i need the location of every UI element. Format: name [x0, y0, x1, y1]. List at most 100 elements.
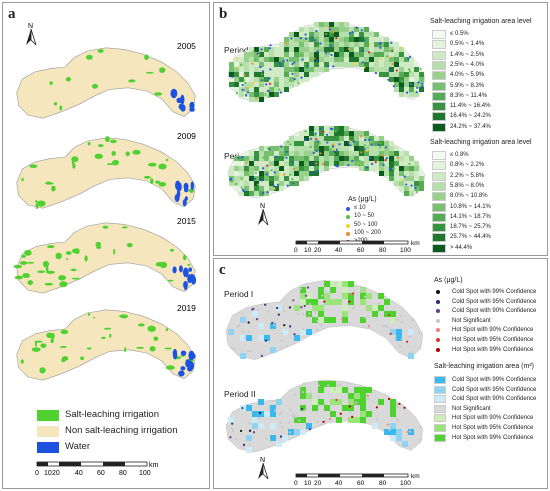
grid-cell	[404, 82, 409, 87]
grid-cell	[239, 77, 244, 82]
grid-cell	[249, 82, 254, 87]
grid-cell	[364, 136, 369, 141]
grid-cell	[254, 77, 259, 82]
hotspot-cell	[360, 393, 366, 399]
water-patch	[183, 187, 189, 193]
hotspot-cell	[384, 429, 390, 435]
hotspot-cell	[360, 417, 366, 423]
salt-leaching-patch	[121, 226, 128, 229]
grid-cell	[344, 136, 349, 141]
sample-point	[400, 80, 404, 83]
hotspot-cell	[246, 335, 252, 341]
sample-point	[377, 154, 380, 157]
sample-point	[315, 150, 318, 153]
sample-point	[351, 31, 354, 34]
salt-leaching-patch	[59, 105, 63, 111]
legend-label: Not Significant	[452, 317, 491, 324]
hotspot-cell	[330, 281, 336, 287]
sample-point	[310, 162, 313, 165]
salt-leaching-patch	[144, 54, 149, 61]
grid-cell	[254, 72, 259, 77]
hotspot-cell	[348, 417, 354, 423]
grid-cell	[324, 62, 329, 67]
sample-point	[231, 75, 234, 79]
grid-cell	[414, 92, 419, 97]
grid-cell	[229, 171, 234, 176]
grid-cell	[354, 37, 359, 42]
grid-cell	[314, 62, 319, 67]
sample-point	[229, 178, 232, 181]
grid-cell	[374, 32, 379, 37]
grid-cell	[264, 52, 269, 57]
grid-cell	[394, 161, 399, 166]
sample-point	[241, 188, 244, 191]
grid-cell	[299, 77, 304, 82]
grid-cell	[354, 62, 359, 67]
hotspot-cell	[306, 393, 312, 399]
grid-cell	[409, 156, 414, 161]
grid-cell	[284, 72, 289, 77]
scale-tick-2: 20	[52, 470, 60, 477]
as-hotspot-point	[288, 431, 291, 434]
period-1-label-c: Period I	[224, 289, 254, 299]
grid-cell	[284, 161, 289, 166]
grid-cell	[409, 176, 414, 181]
sample-point	[391, 62, 394, 66]
hotspot-cell	[300, 293, 306, 299]
grid-cell	[274, 67, 279, 72]
as-hotspot-point	[236, 325, 239, 328]
sample-point	[246, 170, 249, 174]
sample-point	[380, 57, 383, 61]
sample-point	[416, 86, 419, 89]
sample-point	[235, 91, 239, 95]
grid-cell	[284, 166, 289, 171]
grid-cell	[399, 87, 404, 92]
grid-cell	[349, 42, 354, 47]
sample-point	[304, 130, 307, 133]
grid-cell	[319, 27, 324, 32]
grid-cell	[409, 72, 414, 77]
grid-cell	[374, 62, 379, 67]
sample-point	[363, 148, 366, 151]
grid-cell	[364, 161, 369, 166]
salt-leaching-patch	[55, 252, 62, 260]
grid-cell	[289, 181, 294, 186]
hotspot-cell	[318, 287, 324, 293]
as-hotspot-point	[249, 350, 252, 353]
grid-cell	[309, 131, 314, 136]
hotspot-cell	[360, 387, 366, 393]
grid-cell	[234, 176, 239, 181]
sample-point	[405, 183, 408, 186]
hotspot-cell	[324, 381, 330, 387]
as-hotspot-point	[299, 292, 302, 295]
hotspot-cell	[276, 305, 282, 311]
grid-cell	[314, 27, 319, 32]
grid-cell	[309, 32, 314, 37]
as-legend-dot	[346, 223, 350, 228]
scale-bar-c: 0 10 20 40 60 80 100 km	[294, 473, 444, 488]
grid-cell	[234, 82, 239, 87]
grid-cell	[379, 161, 384, 166]
grid-cell	[404, 92, 409, 97]
sample-point	[360, 135, 363, 138]
legend-label: Cold Spot with 99% Confidence	[452, 289, 537, 295]
grid-cell	[239, 181, 244, 186]
sample-point	[311, 171, 314, 175]
grid-cell	[284, 47, 289, 52]
grid-cell	[354, 32, 359, 37]
as-hotspot-point	[260, 354, 263, 357]
grid-cell	[239, 67, 244, 72]
grid-cell	[389, 72, 394, 77]
hotspot-cell	[384, 311, 390, 317]
grid-cell	[289, 171, 294, 176]
sample-point	[356, 62, 359, 65]
as-hotspot-point	[264, 303, 267, 306]
as-hotspot-point	[308, 312, 311, 315]
grid-cell	[249, 161, 254, 166]
grid-cell	[284, 151, 289, 156]
hotspot-cell	[348, 299, 354, 305]
sample-point	[332, 30, 335, 34]
grid-cell	[339, 146, 344, 151]
grid-cell	[259, 146, 264, 151]
hotspot-cell	[300, 417, 306, 423]
